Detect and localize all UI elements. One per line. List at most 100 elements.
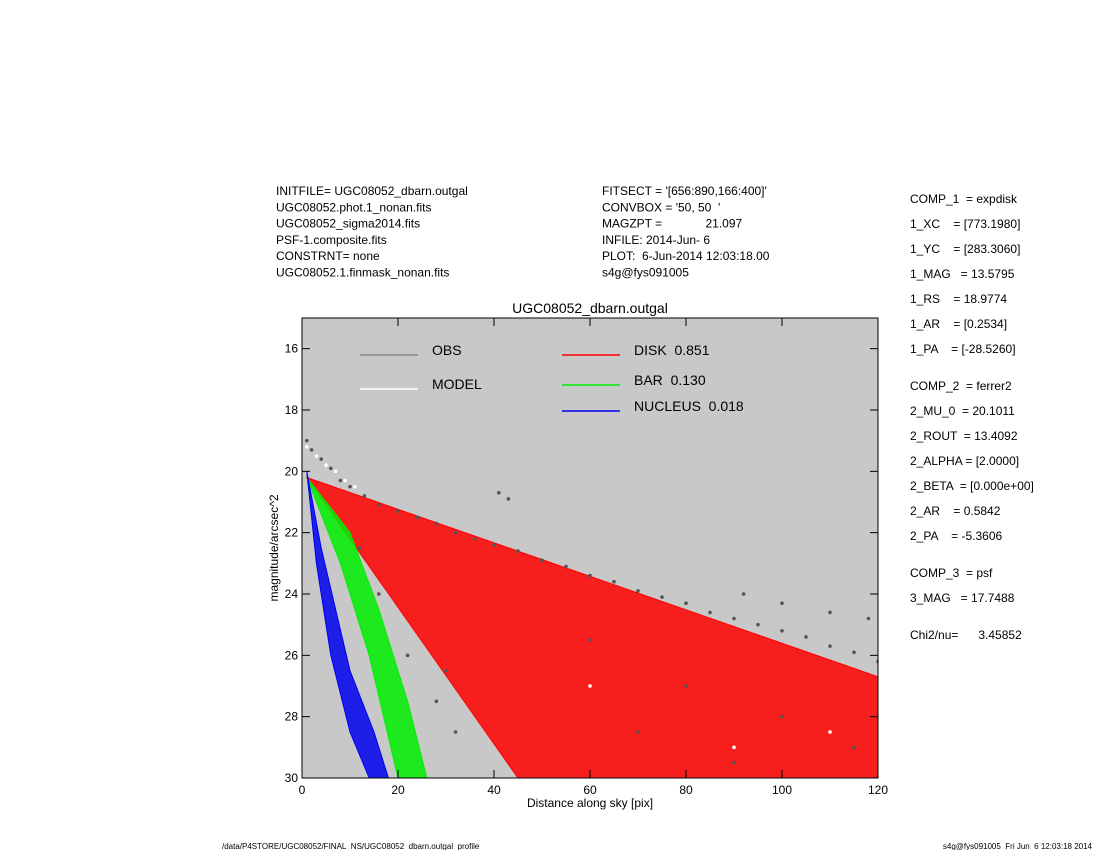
data-point	[434, 699, 439, 704]
data-point	[314, 454, 319, 458]
legend-label: BAR 0.130	[634, 372, 706, 388]
y-tick-label: 18	[285, 403, 299, 417]
footer-right: s4g@fys091005 Fri Jun 6 12:03:18 2014	[943, 842, 1093, 850]
data-point	[324, 463, 328, 468]
x-tick-label: 40	[487, 783, 501, 797]
data-point	[343, 478, 348, 483]
legend-label: DISK 0.851	[634, 342, 710, 358]
data-point	[756, 622, 760, 627]
component-area	[305, 476, 878, 778]
data-point	[353, 484, 357, 489]
legend-label: OBS	[432, 342, 462, 358]
header-line: PLOT: 6-Jun-2014 12:03:18.00	[602, 249, 770, 263]
data-point	[405, 653, 410, 658]
plot-area	[305, 438, 878, 778]
y-axis-label: magnitude/arcsec^2	[267, 494, 281, 601]
data-point	[377, 503, 381, 507]
data-point	[588, 684, 592, 688]
param-line: 1_AR = [0.2534]	[910, 317, 1007, 331]
data-point	[516, 549, 520, 553]
y-tick-label: 26	[285, 648, 299, 662]
x-tick-label: 100	[772, 783, 792, 797]
data-point	[319, 457, 324, 461]
data-point	[732, 616, 736, 621]
param-line: 2_AR = 0.5842	[910, 504, 1001, 518]
data-point	[415, 515, 420, 520]
x-tick-label: 60	[583, 783, 597, 797]
param-line: 1_RS = 18.9774	[910, 292, 1007, 306]
param-line: 2_PA = -5.3606	[910, 529, 1003, 543]
data-point	[333, 469, 338, 474]
data-point	[305, 445, 309, 449]
param-line: 2_BETA = [0.000e+00]	[910, 479, 1034, 493]
data-point	[828, 644, 832, 648]
data-point	[780, 601, 784, 605]
data-point	[660, 595, 664, 599]
component-area	[306, 477, 428, 778]
header-line: UGC08052_sigma2014.fits	[276, 217, 420, 231]
data-point	[804, 635, 808, 639]
data-point	[636, 589, 640, 593]
data-point	[305, 438, 309, 443]
data-point	[396, 509, 400, 513]
data-point	[780, 629, 784, 633]
chart-title: UGC08052_dbarn.outgal	[512, 300, 668, 316]
data-point	[636, 730, 640, 734]
data-point	[852, 745, 856, 750]
data-point	[329, 466, 333, 471]
data-point	[309, 448, 314, 452]
y-tick-label: 30	[285, 771, 299, 785]
param-line: 1_MAG = 13.5795	[910, 267, 1015, 281]
data-point	[453, 530, 458, 535]
y-tick-label: 16	[285, 342, 299, 356]
header-line: FITSECT = '[656:890,166:400]'	[602, 184, 767, 198]
header-line: MAGZPT = 21.097	[602, 217, 742, 231]
param-line: Chi2/nu= 3.45852	[910, 628, 1022, 642]
data-point	[492, 543, 496, 547]
data-point	[497, 491, 501, 495]
component-area	[306, 471, 389, 778]
data-point	[612, 579, 616, 584]
data-point	[377, 592, 381, 596]
param-line: COMP_3 = psf	[910, 566, 993, 580]
footer-left: /data/P4STORE/UGC08052/FINAL_NS/UGC08052…	[222, 842, 480, 850]
param-line: 1_YC = [283.3060]	[910, 242, 1020, 256]
param-line: 2_ALPHA = [2.0000]	[910, 454, 1019, 468]
data-point	[828, 610, 832, 615]
data-point	[540, 558, 544, 563]
header-line: UGC08052.phot.1_nonan.fits	[276, 200, 431, 214]
param-line: COMP_1 = expdisk	[910, 192, 1018, 206]
data-point	[564, 564, 568, 569]
data-point	[708, 610, 712, 615]
header-line: CONVBOX = '50, 50 '	[602, 200, 720, 214]
y-tick-label: 20	[285, 464, 299, 478]
data-point	[357, 546, 362, 550]
y-tick-label: 28	[285, 710, 299, 724]
data-point	[588, 573, 592, 578]
legend-label: MODEL	[432, 376, 482, 392]
param-line: 3_MAG = 17.7488	[910, 591, 1015, 605]
x-tick-label: 120	[868, 783, 888, 797]
data-point	[506, 497, 511, 501]
legend-label: NUCLEUS 0.018	[634, 398, 744, 414]
data-point	[338, 478, 343, 483]
x-axis-label: Distance along sky [pix]	[527, 796, 653, 810]
data-point	[453, 730, 458, 734]
param-line: 1_PA = [-28.5260]	[910, 342, 1016, 356]
data-point	[828, 730, 832, 734]
param-line: 2_ROUT = 13.4092	[910, 429, 1018, 443]
x-tick-label: 0	[299, 783, 306, 797]
data-point	[852, 650, 856, 655]
y-tick-label: 24	[285, 587, 299, 601]
data-point	[732, 745, 736, 750]
header-line: CONSTRNT= none	[276, 249, 380, 263]
data-point	[684, 601, 688, 605]
header-line: PSF-1.composite.fits	[276, 233, 387, 247]
header-line: s4g@fys091005	[602, 266, 689, 280]
data-point	[362, 494, 367, 498]
data-point	[434, 521, 439, 526]
x-tick-label: 20	[391, 783, 405, 797]
data-point	[473, 537, 477, 541]
y-tick-label: 22	[285, 526, 299, 540]
